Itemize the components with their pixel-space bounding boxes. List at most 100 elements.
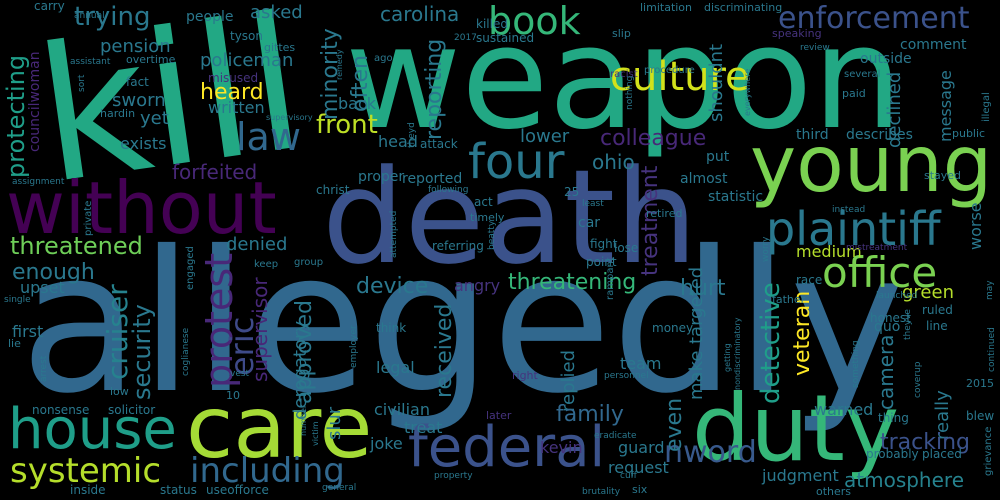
word-yet: yet (140, 108, 169, 129)
word-remedy: remedy (335, 49, 344, 80)
word-without: without (6, 166, 277, 250)
word-written: written (208, 98, 265, 117)
word-25: 25 (564, 185, 580, 199)
word-lose: lose (614, 241, 639, 255)
word-slip: slip (612, 27, 631, 40)
word-group: group (294, 257, 324, 268)
word-threatening: threatening (508, 270, 637, 295)
word-racist: racist (610, 69, 638, 80)
word-car: car (578, 215, 601, 231)
word-family: family (556, 402, 624, 427)
word-colleague: colleague (600, 126, 707, 151)
word-team: team (620, 354, 662, 373)
word-2015: 2015 (966, 377, 994, 390)
word-engaged: engaged (185, 246, 196, 290)
word-single: single (4, 295, 31, 305)
word-book: book (488, 0, 581, 43)
word-reported: reported (402, 171, 463, 187)
word-quo: quo (874, 319, 901, 335)
word-ago: ago (374, 53, 393, 64)
word-coverup: coverup (913, 361, 923, 398)
word-continued: continued (987, 327, 997, 372)
word-reporting: reporting (422, 38, 447, 140)
word-heard: heard (200, 80, 264, 105)
word-retired: retired (646, 207, 683, 220)
word-discriminating: discriminating (704, 1, 783, 14)
word-arrest: arrest (39, 355, 49, 382)
word-weapon: weapon (345, 0, 903, 161)
word-tracking: tracking (880, 430, 971, 455)
word-describes: describes (846, 127, 913, 143)
word-civilian: civilian (374, 400, 430, 419)
word-hurt: hurt (680, 276, 726, 301)
word-everywhere: everywhere (743, 68, 752, 116)
word-victim: victim (311, 421, 320, 446)
word-sworn: sworn (112, 90, 166, 111)
word-christ: christ (316, 183, 350, 197)
word-pension: pension (100, 36, 171, 57)
word-head: head (378, 132, 418, 151)
word-act: act (474, 195, 493, 209)
word-assignment: assignment (12, 177, 65, 187)
word-judgment: judgment (762, 466, 839, 485)
word-lie: lie (8, 337, 21, 350)
word-proper: proper (358, 169, 405, 185)
word-2017: 2017 (454, 33, 477, 43)
word-care: care (186, 378, 373, 478)
word-green: green (902, 282, 954, 303)
word-paid: paid (842, 87, 866, 100)
word-mistreatment: mistreatment (846, 243, 908, 253)
word-four: four (468, 134, 565, 190)
word-money: money (652, 321, 694, 335)
word-eradicate: eradicate (594, 431, 637, 441)
word-policeman: policeman (200, 50, 294, 71)
word-angry: angry (454, 276, 501, 295)
word-cuff: cuff (620, 471, 637, 481)
word-forfeited: forfeited (172, 160, 258, 184)
word-medium: medium (796, 242, 862, 261)
word-instead: instead (832, 205, 866, 215)
word-review: review (800, 43, 830, 53)
word-race: race (796, 273, 823, 287)
word-protecting: protecting (2, 54, 30, 178)
word-timely: timely (470, 211, 505, 224)
word-several: several (844, 69, 881, 80)
word-theyd: theyd (407, 122, 417, 148)
word-probably: probably (866, 447, 919, 461)
word-thing: thing (878, 411, 909, 425)
word-enough: enough (12, 260, 95, 285)
word-shouldnt: shouldnt (706, 43, 727, 122)
word-law: law (236, 115, 301, 159)
word-joke: joke (370, 434, 403, 453)
word-sustained: sustained (476, 31, 535, 45)
word-sort: sort (77, 74, 87, 92)
word-exists: exists (120, 134, 167, 153)
word-death: death (322, 141, 698, 293)
word-point: point (586, 255, 617, 269)
word-ohio: ohio (592, 150, 635, 174)
word-low: low (110, 385, 129, 398)
word-allegedly: allegedly (20, 209, 905, 436)
word-brutality: brutality (582, 487, 621, 497)
word-assistant: assistant (70, 57, 111, 67)
word-annual: annual (74, 11, 105, 21)
word-lower: lower (520, 126, 570, 147)
word-duty: duty (692, 375, 900, 482)
word-almost: almost (680, 171, 728, 187)
word-illegal: illegal (981, 92, 992, 122)
word-solicitor: solicitor (108, 403, 156, 417)
word-culture: culture (610, 54, 750, 100)
word-may: may (985, 280, 995, 300)
word-carry: carry (34, 0, 65, 13)
word-legal: legal (376, 358, 415, 377)
word-placed: placed (922, 447, 962, 461)
word-nothing: nothing (625, 75, 635, 110)
word-speaking: speaking (772, 27, 822, 40)
word-warned: warned (814, 400, 874, 419)
word-least: least (582, 199, 604, 209)
word-general: general (322, 483, 357, 493)
word-camera: camera (874, 334, 898, 410)
word-kevin: kevin (540, 438, 583, 457)
word-front: front (316, 110, 378, 140)
word-office: office (822, 248, 938, 297)
